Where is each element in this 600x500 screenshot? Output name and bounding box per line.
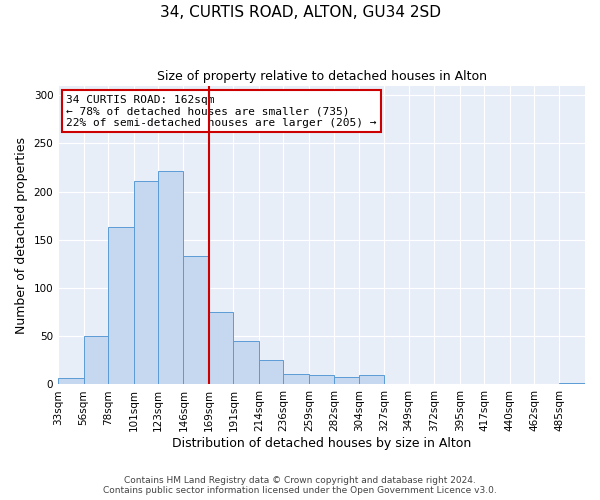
Text: 34 CURTIS ROAD: 162sqm
← 78% of detached houses are smaller (735)
22% of semi-de: 34 CURTIS ROAD: 162sqm ← 78% of detached… xyxy=(66,94,377,128)
Bar xyxy=(158,172,184,384)
Bar xyxy=(259,360,283,384)
Bar xyxy=(283,374,309,384)
Bar xyxy=(58,378,83,384)
Bar xyxy=(184,256,209,384)
Text: Contains HM Land Registry data © Crown copyright and database right 2024.
Contai: Contains HM Land Registry data © Crown c… xyxy=(103,476,497,495)
X-axis label: Distribution of detached houses by size in Alton: Distribution of detached houses by size … xyxy=(172,437,471,450)
Bar xyxy=(334,376,359,384)
Bar xyxy=(309,375,334,384)
Title: Size of property relative to detached houses in Alton: Size of property relative to detached ho… xyxy=(157,70,487,83)
Text: 34, CURTIS ROAD, ALTON, GU34 2SD: 34, CURTIS ROAD, ALTON, GU34 2SD xyxy=(160,5,440,20)
Bar xyxy=(359,375,384,384)
Bar xyxy=(559,382,585,384)
Bar xyxy=(209,312,233,384)
Bar xyxy=(83,336,108,384)
Bar xyxy=(108,228,134,384)
Bar xyxy=(134,181,158,384)
Bar xyxy=(233,341,259,384)
Y-axis label: Number of detached properties: Number of detached properties xyxy=(15,136,28,334)
